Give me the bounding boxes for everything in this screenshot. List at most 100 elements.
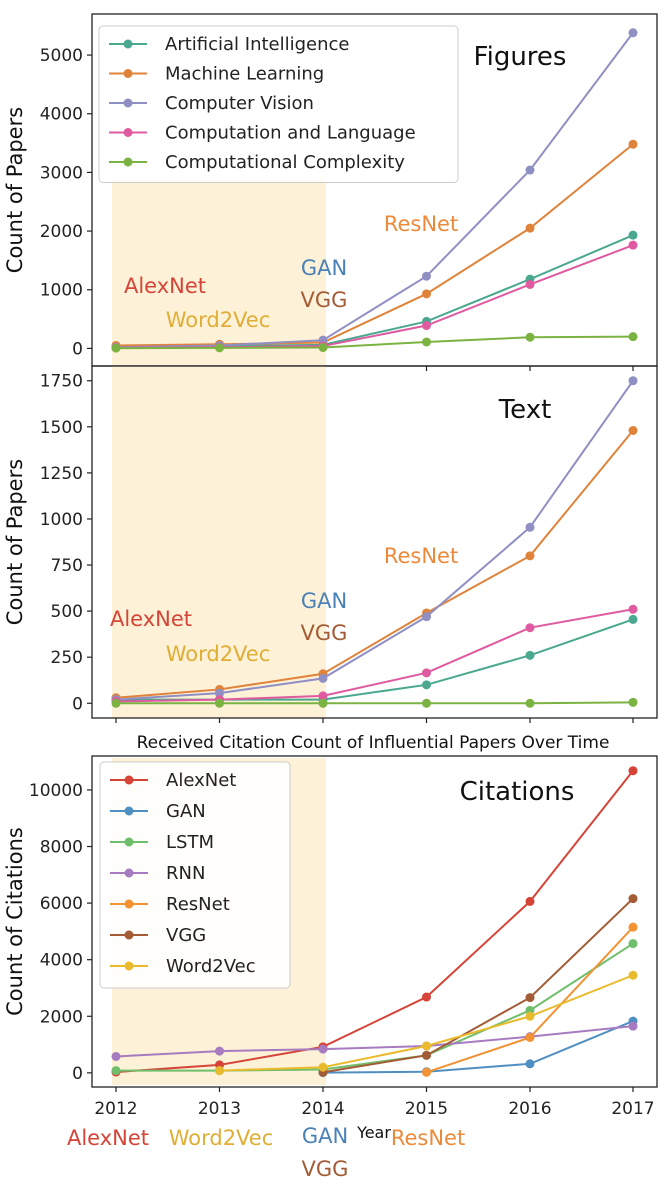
data-point [318, 1062, 328, 1072]
data-point [318, 698, 328, 708]
legend-label-computation-and-language: Computation and Language [165, 123, 416, 144]
legend-swatch-marker [123, 157, 133, 167]
legend-swatch-marker [123, 39, 133, 49]
annotation-vgg: VGG [301, 288, 348, 312]
series-line-computation-and-language [115, 608, 634, 703]
panel-citations: 0 2000 4000 6000 8000 10000 Count of Citations… [3, 755, 658, 1119]
data-point [422, 992, 431, 1002]
series-line-computational-complexity [116, 701, 634, 705]
annotation-vgg: VGG [301, 621, 348, 645]
series-line-machine-learning [115, 143, 634, 347]
y-tick-label: 1000 [40, 281, 83, 301]
legend-box [98, 25, 459, 183]
data-point [525, 279, 535, 289]
legend-swatch-marker [124, 775, 134, 785]
y-tick-label: 2000 [40, 222, 83, 242]
legend-box [99, 761, 291, 989]
x-axis-label: Year [356, 1123, 391, 1142]
data-point [628, 230, 638, 240]
annotation-resnet: ResNet [384, 544, 458, 568]
data-point [525, 1011, 535, 1021]
panel-text: 0 250 500 750 1000 1250 1500 1750 Count of Paper… [3, 365, 658, 723]
series-computational-complexity [111, 697, 638, 708]
data-point [422, 680, 431, 690]
data-point [318, 1044, 328, 1054]
legend-label-artificial-intelligence: Artificial Intelligence [165, 34, 350, 55]
data-point [525, 1032, 535, 1042]
legend-label-gan: GAN [166, 801, 206, 822]
legend-swatch-marker [123, 98, 133, 108]
data-point [628, 766, 638, 776]
data-point [628, 894, 638, 904]
data-point [525, 551, 535, 561]
panel-title: Text [498, 395, 552, 425]
series-computational-complexity [111, 332, 638, 353]
legend-label-alexnet: AlexNet [166, 770, 236, 791]
legend-label-word2vec: Word2Vec [166, 956, 256, 977]
annotation-word2vec: Word2Vec [166, 308, 271, 332]
y-tick-label: 2000 [40, 1007, 83, 1027]
x-tick-label: 2017 [611, 1099, 654, 1119]
legend-swatch-marker [124, 868, 134, 878]
highlight-region [112, 178, 326, 366]
data-point [525, 223, 535, 233]
legend-swatch-marker [123, 69, 133, 78]
panel-title: Citations [460, 777, 575, 807]
y-tick-label: 4000 [40, 951, 83, 971]
data-point [215, 1066, 224, 1076]
bottom-annotation-word2vec: Word2Vec [169, 1126, 274, 1150]
series-line-vgg [322, 897, 634, 1074]
data-point [525, 1059, 535, 1069]
y-axis-label: Count of Papers [3, 107, 27, 273]
legend-swatch-marker [124, 837, 134, 847]
x-tick-label: 2015 [405, 1099, 448, 1119]
data-point [422, 289, 431, 299]
data-point [525, 623, 535, 633]
series-line-gan [322, 1020, 634, 1074]
data-point [111, 1066, 121, 1076]
y-axis-label: Count of Papers [3, 459, 27, 625]
x-tick-label: 2014 [301, 1099, 344, 1119]
panel-title: Figures [474, 42, 567, 72]
y-tick-label: 8000 [40, 838, 83, 858]
data-point [422, 1041, 431, 1051]
data-point [525, 165, 535, 175]
legend-swatch-marker [124, 899, 134, 909]
series-line-lstm [116, 942, 634, 1072]
data-point [628, 939, 638, 949]
y-tick-label: 3000 [40, 163, 83, 183]
data-point [111, 1051, 121, 1061]
series-resnet [422, 922, 638, 1077]
data-point [628, 614, 638, 624]
data-point [628, 1021, 638, 1031]
data-point [628, 240, 638, 250]
annotation-resnet: ResNet [384, 212, 458, 236]
bottom-annotation-alexnet: AlexNet [67, 1126, 149, 1150]
data-point [422, 1067, 431, 1077]
panel-figures: 0 1000 2000 3000 4000 5000 Count of Papers Figu… [3, 13, 658, 371]
y-tick-label: 0 [72, 694, 83, 714]
y-tick-label: 1500 [40, 418, 83, 438]
data-point [628, 697, 638, 707]
legend-label-vgg: VGG [166, 925, 206, 946]
x-tick-label: 2016 [508, 1099, 551, 1119]
x-tick-label: 2012 [94, 1099, 137, 1119]
data-point [422, 668, 431, 678]
y-tick-label: 0 [72, 339, 83, 359]
legend: AlexNet GAN LSTM RNN ResNet VGG Word2Vec [99, 761, 291, 989]
data-point [525, 896, 535, 906]
data-point [628, 376, 638, 386]
legend-swatch-marker [124, 930, 134, 940]
legend-swatch-marker [124, 806, 134, 816]
data-point [422, 271, 431, 281]
data-point [215, 698, 224, 708]
annotation-word2vec: Word2Vec [166, 642, 271, 666]
data-point [422, 337, 431, 347]
annotation-alexnet: AlexNet [124, 274, 206, 298]
data-point [525, 698, 535, 708]
legend-label-computational-complexity: Computational Complexity [165, 152, 405, 173]
legend-label-machine-learning: Machine Learning [165, 64, 324, 85]
legend-swatch-marker [123, 128, 133, 137]
data-point [215, 688, 224, 698]
